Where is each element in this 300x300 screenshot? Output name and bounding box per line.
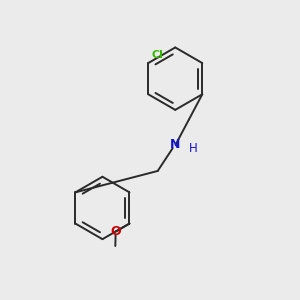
Text: O: O [110,225,121,238]
Text: H: H [189,142,198,155]
Text: Cl: Cl [152,50,164,60]
Text: N: N [170,138,181,151]
